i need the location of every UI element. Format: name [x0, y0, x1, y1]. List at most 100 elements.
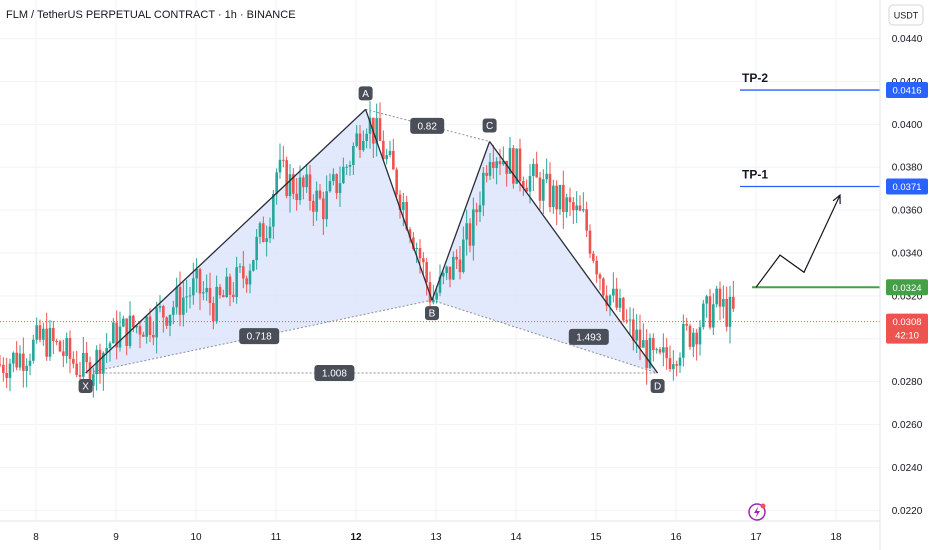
candle-body: [368, 117, 372, 134]
candle-body: [85, 352, 88, 363]
candle-body: [222, 295, 225, 298]
lightning-icon-bolt[interactable]: [754, 506, 760, 518]
candle-body: [238, 266, 242, 268]
candle-body: [192, 278, 195, 296]
candle-body: [232, 294, 235, 297]
candle-body: [688, 325, 692, 347]
lightning-icon[interactable]: [748, 503, 766, 521]
currency-badge-box[interactable]: [888, 4, 924, 26]
currency-badge[interactable]: USDT: [888, 4, 924, 26]
candle-body: [365, 133, 368, 142]
candle-body: [65, 338, 68, 356]
candle-body: [448, 266, 452, 280]
target-level-name: TP-1: [742, 168, 768, 182]
candle-body: [208, 287, 212, 303]
y-tick-label: 0.0400: [892, 120, 923, 131]
candle-body: [165, 317, 168, 326]
candle-body: [328, 181, 332, 192]
candle-body: [308, 174, 312, 201]
candle-body: [385, 155, 388, 160]
candle-body: [388, 150, 392, 156]
candle-body: [275, 172, 278, 194]
candle-body: [52, 327, 55, 342]
point-label-box: [358, 86, 373, 101]
candle-body: [332, 174, 335, 182]
candle-body: [682, 323, 685, 358]
ratio-label-box: [314, 365, 355, 382]
candle-body: [395, 169, 398, 195]
candle-body: [145, 316, 148, 337]
current-price-tag-text: 0.0308: [892, 317, 921, 328]
candle-body: [172, 307, 175, 315]
candle-body: [235, 267, 238, 297]
candle-body: [112, 322, 115, 344]
candle-body: [722, 299, 725, 307]
candle-body: [315, 190, 318, 212]
candle-body: [502, 160, 505, 165]
candle-body: [252, 260, 255, 271]
candle-body: [162, 306, 165, 318]
candle-body: [48, 327, 52, 357]
x-tick-label: 9: [113, 532, 119, 543]
candle-body: [75, 363, 78, 375]
candle-body: [295, 193, 298, 201]
candle-body: [268, 226, 272, 239]
candle-body: [665, 347, 668, 359]
candle-body: [592, 253, 595, 261]
candle-body: [25, 365, 28, 371]
point-label-box: [425, 306, 439, 321]
chart-title: FLM / TetherUS PERPETUAL CONTRACT · 1h ·…: [6, 9, 296, 21]
candle-body: [262, 223, 265, 242]
candle-body: [322, 198, 325, 220]
x-tick-label: 8: [33, 532, 39, 543]
candle-body: [535, 163, 538, 178]
candle-body: [658, 349, 662, 353]
point-label-x: X: [78, 379, 93, 394]
candle-body: [28, 360, 32, 366]
candle-body: [585, 209, 588, 231]
currency-badge-text: USDT: [894, 11, 919, 21]
y-tick-label: 0.0240: [892, 463, 923, 474]
candle-body: [478, 205, 482, 213]
candle-body: [422, 258, 425, 263]
candle-body: [468, 223, 472, 246]
x-tick-label: 16: [670, 532, 682, 543]
candle-body: [378, 118, 382, 141]
candle-body: [15, 352, 18, 368]
pattern-leg: [489, 141, 659, 374]
ratio-label-text: 1.493: [576, 332, 601, 343]
candle-body: [338, 183, 342, 194]
candle-body: [158, 306, 162, 308]
candle-body: [415, 248, 418, 250]
candle-body: [35, 325, 38, 340]
candle-body: [18, 353, 22, 368]
candle-body: [265, 238, 268, 242]
candle-body: [612, 288, 615, 296]
candle-body: [258, 223, 262, 237]
y-tick-label: 0.0320: [892, 291, 923, 302]
point-label-text: D: [654, 382, 661, 393]
candle-body: [678, 357, 682, 366]
xab-triangle: [85, 109, 432, 374]
ratio-label-box: [410, 117, 445, 134]
level-price-tag-text: 0.0416: [892, 86, 921, 97]
candle-body: [608, 295, 612, 306]
candle-body: [602, 278, 605, 296]
level-price-tag-box: [886, 279, 928, 296]
level-price-tag: 0.0371: [886, 178, 928, 195]
candle-body: [588, 230, 592, 254]
candle-body: [318, 190, 322, 199]
candle-body: [408, 229, 412, 238]
candle-body: [442, 273, 445, 277]
point-label-c: C: [482, 118, 497, 133]
point-label-a: A: [358, 86, 373, 101]
candle-body: [242, 266, 245, 279]
x-tick-label: 17: [750, 532, 762, 543]
candle-body: [465, 223, 468, 240]
candle-body: [108, 343, 112, 349]
candle-body: [45, 328, 48, 357]
notification-dot: [760, 503, 766, 509]
candle-body: [508, 148, 512, 174]
candle-body: [32, 339, 35, 361]
